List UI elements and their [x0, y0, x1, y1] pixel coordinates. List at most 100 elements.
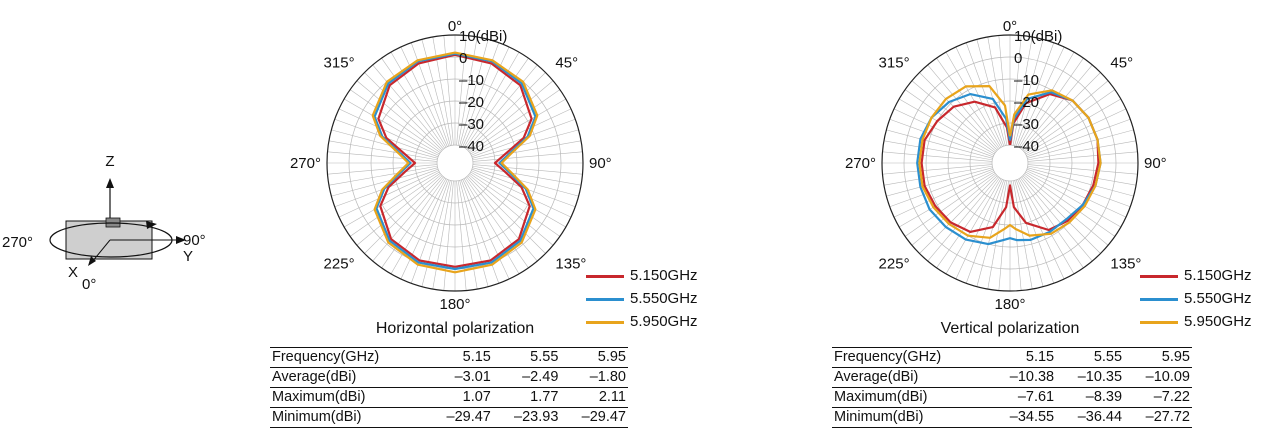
- legend-swatch: [586, 297, 624, 301]
- table-cell: –10.35: [1056, 367, 1125, 388]
- grid-spoke: [893, 108, 994, 156]
- grid-spoke: [945, 51, 1002, 148]
- table-row: Minimum(dBi) –29.47 –23.93 –29.47: [270, 407, 628, 428]
- legend-swatch: [586, 274, 624, 278]
- grid-spoke: [343, 98, 440, 155]
- grid-spoke: [1022, 175, 1101, 254]
- table-cell: –10.38: [988, 367, 1057, 388]
- angle-label: 45°: [1110, 55, 1133, 72]
- grid-spoke: [410, 179, 450, 284]
- grid-spoke: [1027, 164, 1138, 175]
- grid-spoke: [898, 171, 995, 228]
- grid-spoke: [1014, 39, 1044, 146]
- table-cell: Average(dBi): [832, 367, 989, 388]
- angle-label: 135°: [555, 255, 586, 272]
- table-cell: –1.80: [560, 367, 628, 388]
- grid-spoke: [898, 98, 995, 155]
- z-axis-label: Z: [105, 153, 114, 170]
- vertical-stats-table: Frequency(GHz) 5.15 5.55 5.95 Average(dB…: [832, 347, 1192, 428]
- legend-swatch: [1140, 320, 1178, 324]
- grid-spoke: [460, 179, 500, 284]
- grid-spoke: [400, 46, 448, 147]
- legend-item: 5.950GHz: [586, 310, 698, 333]
- y-axis-label: Y: [183, 248, 193, 265]
- legend-label: 5.150GHz: [630, 267, 698, 284]
- grid-spoke: [965, 179, 1005, 284]
- radial-tick-label: 10(dBi): [1014, 28, 1062, 45]
- table-cell: –10.09: [1124, 367, 1192, 388]
- grid-spoke: [886, 129, 993, 159]
- grid-spoke: [364, 72, 443, 151]
- grid-spoke: [328, 165, 438, 186]
- angle-label: 135°: [1110, 255, 1141, 272]
- grid-spoke: [328, 140, 438, 161]
- grid-spoke: [421, 180, 451, 287]
- grid-spoke: [471, 108, 572, 156]
- grid-spoke: [882, 164, 993, 175]
- grid-spoke: [1027, 151, 1138, 162]
- legend-label: 5.150GHz: [1184, 267, 1252, 284]
- grid-spoke: [883, 140, 993, 161]
- z-axis-arrowhead: [106, 178, 114, 188]
- grid-spoke: [945, 178, 1002, 275]
- table-row: Frequency(GHz) 5.15 5.55 5.95: [832, 347, 1192, 368]
- horizontal-chart-title: Horizontal polarization: [376, 320, 534, 337]
- grid-spoke: [457, 180, 478, 290]
- grid-spoke: [364, 175, 443, 254]
- angle-0-label: 0°: [82, 276, 96, 293]
- angle-label: 90°: [1144, 155, 1167, 172]
- grid-spoke: [472, 151, 583, 162]
- table-cell: 2.11: [560, 387, 628, 408]
- grid-spoke: [965, 42, 1005, 147]
- table-cell: –8.39: [1056, 387, 1125, 408]
- grid-spoke: [463, 178, 520, 275]
- grid-spoke: [468, 174, 554, 246]
- grid-spoke: [1023, 174, 1109, 246]
- legend-item: 5.550GHz: [1140, 287, 1252, 310]
- table-cell: –23.93: [492, 407, 561, 428]
- radial-tick-label: –20: [1014, 94, 1039, 111]
- grid-spoke: [400, 179, 448, 280]
- grid-spoke: [327, 164, 438, 175]
- angle-270-label: 270°: [2, 234, 33, 251]
- grid-spoke: [1021, 64, 1093, 150]
- table-cell: Maximum(dBi): [270, 387, 426, 408]
- grid-spoke: [343, 171, 440, 228]
- table-row: Average(dBi) –3.01 –2.49 –1.80: [270, 367, 628, 388]
- table-row: Average(dBi) –10.38 –10.35 –10.09: [832, 367, 1192, 388]
- grid-spoke: [471, 170, 572, 218]
- grid-spoke: [987, 180, 1008, 290]
- vertical-polar-chart: 10(dBi) 0 –10 –20 –30 –40 0° 45° 90° 135° 180° 225°…: [845, 18, 1167, 313]
- radial-tick-label: –40: [459, 138, 484, 155]
- grid-spoke: [338, 108, 439, 156]
- series-line: [918, 85, 1102, 239]
- table-cell: 5.55: [1056, 347, 1125, 368]
- grid-spoke: [1021, 176, 1093, 262]
- legend-item: 5.550GHz: [586, 287, 698, 310]
- radial-tick-label: –10: [459, 72, 484, 89]
- legend-swatch: [1140, 297, 1178, 301]
- grid-spoke: [904, 89, 996, 153]
- horizontal-stats-table: Frequency(GHz) 5.15 5.55 5.95 Average(dB…: [270, 347, 628, 428]
- legend-label: 5.550GHz: [630, 290, 698, 307]
- grid-spoke: [911, 80, 997, 152]
- grid-spoke: [893, 170, 994, 218]
- radial-tick-label: 0: [1014, 50, 1022, 67]
- grid-spoke: [1018, 51, 1075, 148]
- angle-90-label: 90°: [183, 232, 206, 249]
- grid-ring: [925, 78, 1095, 248]
- grid-spoke: [465, 177, 529, 269]
- grid-spoke: [919, 72, 998, 151]
- table-cell: –34.55: [988, 407, 1057, 428]
- grid-spoke: [1026, 170, 1127, 218]
- angle-label: 45°: [555, 55, 578, 72]
- grid-spoke: [911, 174, 997, 246]
- grid-spoke: [987, 36, 1008, 146]
- angle-label: 180°: [439, 296, 470, 313]
- grid-spoke: [904, 173, 996, 237]
- grid-spoke: [349, 173, 441, 237]
- table-row: Minimum(dBi) –34.55 –36.44 –27.72: [832, 407, 1192, 428]
- table-cell: –29.47: [425, 407, 493, 428]
- outer-ring: [326, 34, 584, 292]
- grid-spoke: [468, 80, 554, 152]
